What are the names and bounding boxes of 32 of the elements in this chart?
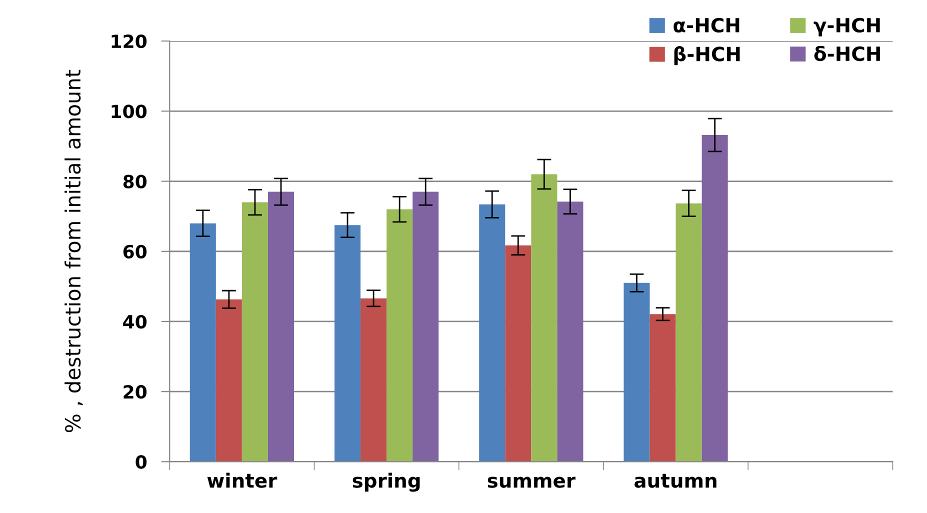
bar bbox=[702, 134, 728, 462]
y-tick-label: 20 bbox=[124, 385, 147, 399]
y-tick-label: 80 bbox=[123, 174, 147, 188]
bar bbox=[531, 174, 558, 462]
y-axis-title: % , destruction from initial amount bbox=[64, 70, 83, 432]
bar bbox=[650, 314, 676, 462]
bar bbox=[676, 203, 702, 462]
legend-label: α-HCH bbox=[674, 18, 740, 33]
bar bbox=[386, 209, 413, 462]
bar bbox=[412, 192, 439, 462]
y-tick-label: 100 bbox=[112, 104, 147, 118]
x-tick-label: summer bbox=[488, 476, 576, 488]
legend-label: β-HCH bbox=[674, 46, 740, 66]
bar bbox=[505, 245, 532, 462]
y-tick-label: 120 bbox=[112, 34, 147, 48]
legend-label: γ-HCH bbox=[814, 18, 880, 36]
bar bbox=[190, 223, 216, 462]
bar bbox=[268, 192, 294, 462]
bar bbox=[557, 202, 584, 462]
bar bbox=[624, 282, 650, 462]
x-tick-label: winter bbox=[207, 472, 278, 488]
legend-label: δ-HCH bbox=[814, 46, 880, 62]
y-tick-label: 60 bbox=[123, 244, 147, 258]
y-tick-label: 0 bbox=[136, 455, 147, 469]
bar bbox=[479, 204, 506, 462]
bar bbox=[216, 299, 242, 462]
x-tick-label: spring bbox=[352, 472, 420, 492]
y-tick-label: 40 bbox=[123, 314, 147, 329]
x-tick-label: autumn bbox=[634, 474, 716, 488]
bar bbox=[334, 225, 361, 462]
bar bbox=[242, 202, 268, 462]
bar bbox=[360, 298, 387, 462]
